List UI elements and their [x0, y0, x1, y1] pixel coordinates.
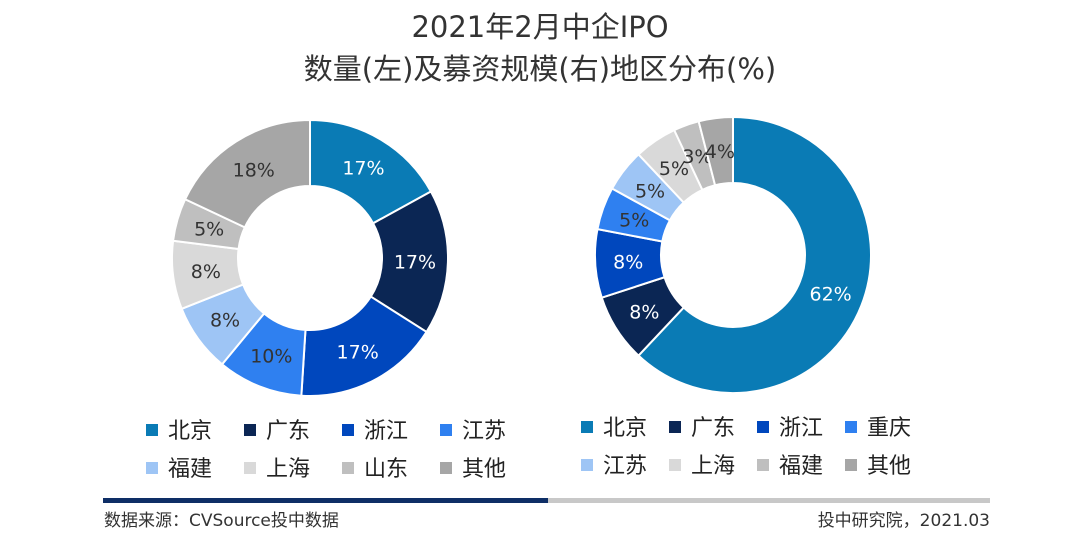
slice-label-其他: 4% — [705, 141, 735, 163]
legend-label-江苏: 江苏 — [462, 419, 506, 444]
legend-label-浙江: 浙江 — [364, 419, 408, 444]
slice-label-江苏: 10% — [250, 346, 292, 368]
slice-label-北京: 62% — [810, 284, 852, 306]
legend-swatch-广东 — [244, 424, 256, 436]
legend-swatch-山东 — [342, 462, 354, 474]
donut-slice-其他[interactable] — [183, 118, 311, 229]
legend-label-江苏: 江苏 — [603, 454, 647, 479]
slice-label-广东: 17% — [394, 251, 436, 273]
slice-label-广东: 8% — [629, 301, 659, 323]
legend-swatch-北京 — [146, 424, 158, 436]
slice-label-浙江: 8% — [613, 252, 643, 274]
donut-chart-count: 17% 17% 17% 10% 8% 8% 5% 18% — [171, 118, 449, 397]
donut-slice-北京[interactable] — [309, 118, 433, 225]
slice-label-上海: 8% — [191, 261, 221, 283]
legend-swatch-北京 — [581, 421, 593, 433]
legend-label-上海: 上海 — [691, 454, 735, 479]
legend-label-重庆: 重庆 — [867, 416, 911, 441]
legend-swatch-福建 — [146, 462, 158, 474]
legend-swatch-江苏 — [581, 459, 593, 471]
legend-label-福建: 福建 — [168, 457, 212, 482]
legend-swatch-上海 — [669, 459, 681, 471]
slice-label-上海: 5% — [659, 158, 689, 180]
legend-label-广东: 广东 — [691, 416, 735, 441]
legend-label-北京: 北京 — [168, 419, 212, 444]
legend-label-山东: 山东 — [364, 457, 408, 482]
legend-swatch-福建 — [757, 459, 769, 471]
slice-label-重庆: 5% — [619, 209, 649, 231]
legend-swatch-其他 — [440, 462, 452, 474]
donut-slice-广东[interactable] — [369, 190, 449, 334]
legend-swatch-浙江 — [342, 424, 354, 436]
legend-swatch-浙江 — [757, 421, 769, 433]
legend-swatch-上海 — [244, 462, 256, 474]
legend-swatch-重庆 — [845, 421, 857, 433]
donut-slice-其他[interactable] — [697, 115, 734, 187]
footer-divider-dark — [103, 498, 548, 503]
slice-label-北京: 17% — [342, 158, 384, 180]
legend-label-广东: 广东 — [266, 419, 310, 444]
slice-label-浙江: 17% — [337, 342, 379, 364]
slice-label-福建: 3% — [682, 146, 712, 168]
legend-label-其他: 其他 — [867, 454, 911, 479]
chart-title-line1: 2021年2月中企IPO — [411, 10, 669, 44]
legend-swatch-广东 — [669, 421, 681, 433]
slice-label-江苏: 5% — [635, 181, 665, 203]
legend-label-其他: 其他 — [462, 457, 506, 482]
slice-label-其他: 18% — [233, 159, 275, 181]
legend-swatch-其他 — [845, 459, 857, 471]
legend-label-浙江: 浙江 — [779, 416, 823, 441]
legend-label-福建: 福建 — [779, 454, 823, 479]
donut-slice-浙江[interactable] — [300, 295, 428, 397]
slice-label-山东: 5% — [194, 219, 224, 241]
chart-title: 2021年2月中企IPO 数量(左)及募资规模(右)地区分布(%) — [0, 6, 1080, 90]
legend-swatch-江苏 — [440, 424, 452, 436]
slice-label-福建: 8% — [210, 310, 240, 332]
legend-label-上海: 上海 — [266, 457, 310, 482]
donut-slice-北京[interactable] — [637, 115, 872, 394]
legend-label-北京: 北京 — [603, 416, 647, 441]
data-source-note: 数据来源：CVSource投中数据 — [104, 511, 339, 531]
footer-divider-light — [548, 498, 990, 503]
donut-chart-funding: 62%8%8%5%5%5%3%4% — [594, 115, 872, 394]
credit-note: 投中研究院，2021.03 — [817, 511, 990, 531]
chart-title-line2: 数量(左)及募资规模(右)地区分布(%) — [303, 52, 777, 86]
